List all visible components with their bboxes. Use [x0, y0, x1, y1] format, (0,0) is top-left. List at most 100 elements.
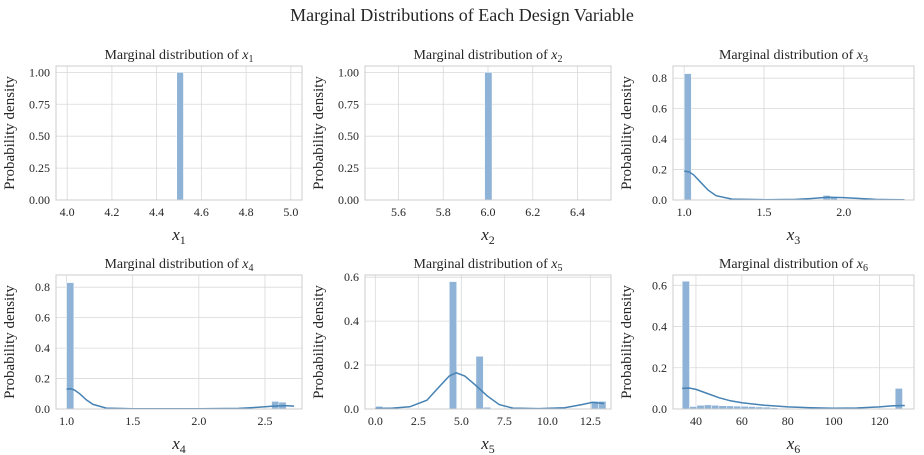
- x-axis-label: x5: [480, 434, 495, 455]
- subplot-3: 1.0 1.5 2.0 0.0 0.2 0.4 0.6 0.8 Marginal distrib…: [619, 48, 915, 247]
- x-tick-label: 5.0: [283, 205, 298, 219]
- y-tick-label: 0.25: [29, 161, 50, 175]
- subplot-6: 40 60 80 100 120 0.0 0.2 0.4 0.6 Marginal distrib…: [619, 257, 915, 455]
- y-tick-label: 0.4: [652, 320, 667, 334]
- y-tick-label: 0.4: [35, 341, 50, 355]
- axes-frame: [55, 65, 303, 201]
- y-tick-label: 0.2: [652, 361, 667, 375]
- histogram-bar: [696, 405, 705, 410]
- x-tick-label: 4.0: [60, 205, 75, 219]
- y-tick-label: 0.0: [652, 402, 667, 416]
- y-tick-label: 0.8: [652, 71, 667, 85]
- x-tick-label: 5.8: [436, 205, 451, 219]
- y-tick-label: 1.00: [29, 65, 50, 79]
- y-axis-label: Probability density: [311, 285, 327, 399]
- x-tick-label: 60: [736, 414, 748, 428]
- x-tick-label: 2.0: [836, 205, 851, 219]
- x-tick-label: 1.0: [59, 414, 74, 428]
- x-tick-label: 4.4: [149, 205, 164, 219]
- x-tick-label: 6.4: [570, 205, 585, 219]
- y-tick-label: 0.6: [35, 311, 50, 325]
- histogram-bar: [475, 356, 484, 410]
- subplot-title: Marginal distribution of x3: [719, 48, 868, 65]
- y-axis-label: Probability density: [311, 76, 327, 190]
- y-tick-label: 0.75: [338, 97, 359, 111]
- y-tick-label: 0.0: [344, 402, 359, 416]
- x-tick-label: 6.0: [481, 205, 496, 219]
- x-axis-label: x6: [786, 434, 801, 455]
- subplot-5: 0.0 2.5 5.0 7.5 10.0 12.5 0.0 0.2 0.4 0.6 Marginal…: [311, 257, 612, 455]
- axes-frame: [55, 274, 303, 410]
- x-axis-label: x2: [480, 225, 495, 247]
- y-axis-label: Probability density: [619, 285, 635, 399]
- y-tick-label: 0.2: [35, 372, 50, 386]
- x-tick-label: 4.6: [194, 205, 209, 219]
- x-axis-label: x4: [171, 434, 186, 455]
- histogram-bar: [711, 405, 720, 410]
- axes-frame: [672, 65, 915, 201]
- x-tick-label: 4.2: [104, 205, 119, 219]
- subplot-title: Marginal distribution of x5: [413, 257, 562, 274]
- x-tick-label: 5.0: [454, 414, 469, 428]
- y-tick-label: 0.0: [35, 402, 50, 416]
- y-axis-label: Probability density: [619, 76, 635, 190]
- x-tick-label: 2.5: [257, 414, 272, 428]
- y-tick-label: 0.2: [344, 358, 359, 372]
- y-tick-label: 0.00: [29, 193, 50, 207]
- histogram-bar: [703, 404, 712, 410]
- subplot-title: Marginal distribution of x6: [719, 257, 868, 274]
- x-tick-label: 1.0: [677, 205, 692, 219]
- x-tick-label: 5.6: [391, 205, 406, 219]
- kde-curve: [682, 387, 905, 409]
- x-tick-label: 1.5: [756, 205, 771, 219]
- x-axis-label: x3: [786, 225, 801, 247]
- y-tick-label: 0.8: [35, 280, 50, 294]
- histogram-bar: [683, 73, 692, 201]
- x-tick-label: 10.0: [537, 414, 558, 428]
- y-tick-label: 0.2: [652, 163, 667, 177]
- subplot-2: 5.6 5.8 6.0 6.2 6.4 0.00 0.25 0.50 0.75 1.00 Margi…: [311, 48, 612, 247]
- x-tick-label: 6.2: [525, 205, 540, 219]
- figure-title: Marginal Distributions of Each Design Va…: [290, 5, 634, 25]
- x-tick-label: 4.8: [239, 205, 254, 219]
- histogram-bar: [484, 72, 493, 201]
- axes-frame: [364, 65, 612, 201]
- x-tick-label: 1.5: [125, 414, 140, 428]
- y-tick-label: 0.4: [652, 132, 667, 146]
- x-tick-label: 12.5: [580, 414, 601, 428]
- histogram-bar: [681, 280, 690, 410]
- subplot-title: Marginal distribution of x4: [104, 257, 253, 274]
- x-tick-label: 120: [871, 414, 889, 428]
- x-tick-label: 7.5: [497, 414, 512, 428]
- histogram-bar: [176, 72, 184, 201]
- x-tick-label: 100: [825, 414, 843, 428]
- y-tick-label: 1.00: [338, 65, 359, 79]
- y-tick-label: 0.6: [652, 102, 667, 116]
- y-tick-label: 0.4: [344, 314, 359, 328]
- y-tick-label: 0.00: [338, 193, 359, 207]
- x-tick-label: 0.0: [368, 414, 383, 428]
- subplot-title: Marginal distribution of x2: [413, 48, 562, 65]
- histogram-bar: [271, 401, 280, 410]
- kde-curve: [684, 170, 905, 201]
- kde-curve: [66, 387, 295, 410]
- subplot-title: Marginal distribution of x1: [104, 48, 253, 65]
- y-tick-label: 0.0: [652, 193, 667, 207]
- x-tick-label: 2.5: [411, 414, 426, 428]
- x-tick-label: 2.0: [191, 414, 206, 428]
- subplot-1: 4.0 4.2 4.4 4.6 4.8 5.0 0.00 0.25 0.50 0.75 1.00 Ma…: [2, 48, 303, 247]
- x-tick-label: 40: [690, 414, 702, 428]
- subplot-4: 1.0 1.5 2.0 2.5 0.0 0.2 0.4 0.6 0.8 Marginal dist…: [2, 257, 303, 455]
- kde-curve: [375, 371, 605, 410]
- y-tick-label: 0.50: [338, 129, 359, 143]
- y-axis-label: Probability density: [2, 76, 18, 190]
- y-tick-label: 0.75: [29, 97, 50, 111]
- histogram-bar: [449, 281, 457, 410]
- axes-frame: [672, 274, 915, 410]
- y-axis-label: Probability density: [2, 285, 18, 399]
- y-tick-label: 0.6: [652, 278, 667, 292]
- y-tick-label: 0.25: [338, 161, 359, 175]
- x-tick-label: 80: [782, 414, 794, 428]
- x-axis-label: x1: [171, 225, 186, 247]
